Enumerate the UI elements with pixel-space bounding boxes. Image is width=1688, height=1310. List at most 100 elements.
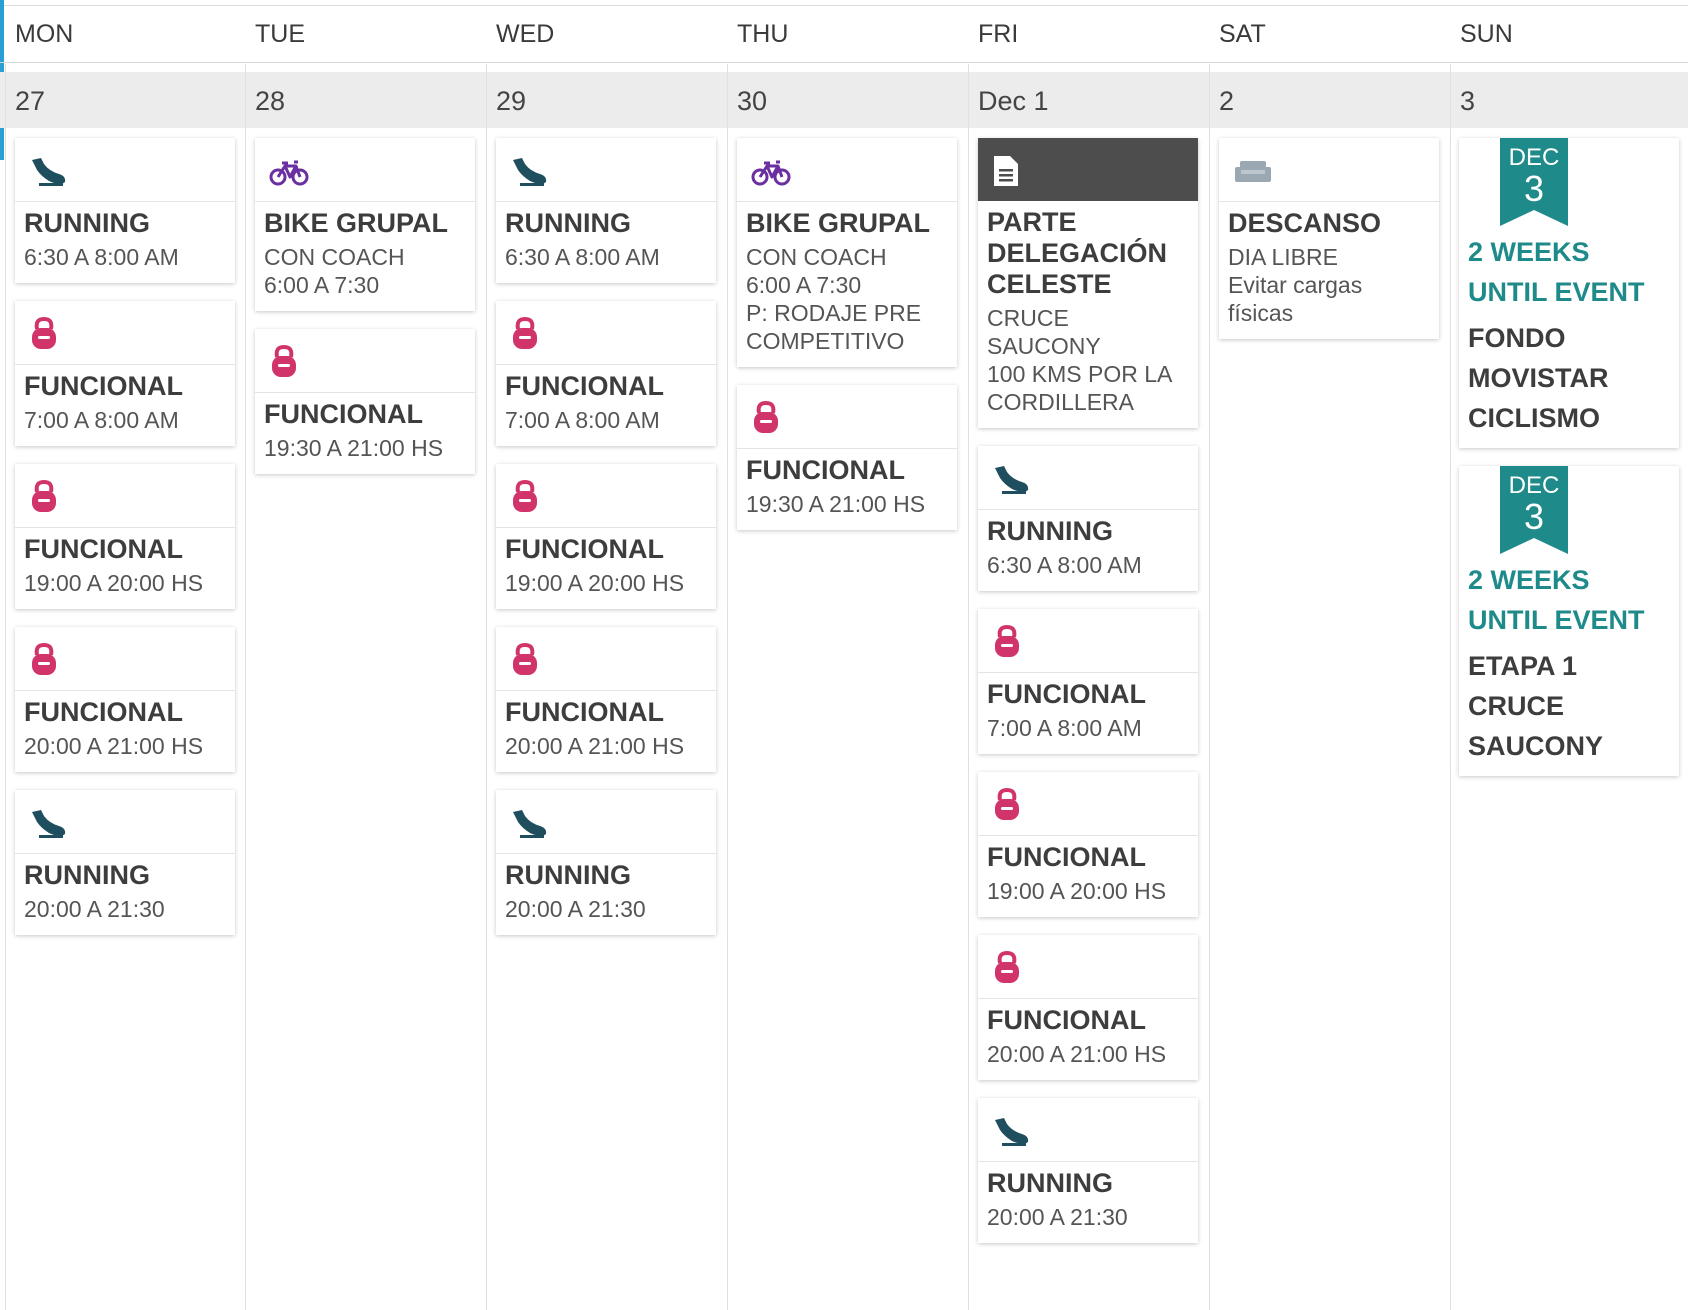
- workout-card[interactable]: RUNNING 6:30 A 8:00 AM: [15, 138, 235, 283]
- workout-title: FUNCIONAL: [505, 697, 664, 727]
- date-label-fri[interactable]: Dec 1: [978, 86, 1049, 116]
- workout-card[interactable]: RUNNING 20:00 A 21:30: [978, 1098, 1198, 1243]
- workout-title: RUNNING: [987, 1168, 1113, 1198]
- workout-card[interactable]: PARTE DELEGACIÓN CELESTE CRUCE SAUCONY 100 …: [978, 138, 1198, 428]
- workout-card-header: [737, 138, 957, 202]
- workout-card-body: RUNNING 20:00 A 21:30: [15, 854, 235, 935]
- event-name: FONDO MOVISTAR CICLISMO: [1468, 323, 1609, 433]
- workout-card[interactable]: RUNNING 6:30 A 8:00 AM: [978, 446, 1198, 591]
- running-shoe-icon: [29, 806, 66, 840]
- date-label-sat[interactable]: 2: [1219, 86, 1235, 116]
- workout-card[interactable]: BIKE GRUPAL CON COACH 6:00 A 7:30: [255, 138, 475, 311]
- workout-card[interactable]: FUNCIONAL 19:00 A 20:00 HS: [15, 464, 235, 609]
- workout-title: RUNNING: [987, 516, 1113, 546]
- workout-card[interactable]: FUNCIONAL 20:00 A 21:00 HS: [978, 935, 1198, 1080]
- event-countdown: 2 WEEKS UNTIL EVENT: [1468, 237, 1645, 307]
- day-column-fri: PARTE DELEGACIÓN CELESTE CRUCE SAUCONY 100 …: [978, 138, 1198, 1261]
- event-month: DEC: [1508, 472, 1560, 499]
- day-column-tue: BIKE GRUPAL CON COACH 6:00 A 7:30 FUNCIONAL…: [255, 138, 475, 492]
- event-card[interactable]: DEC 3 2 WEEKS UNTIL EVENT FONDO MOVISTAR CICLI…: [1459, 138, 1679, 448]
- workout-card-header: [978, 935, 1198, 999]
- date-bar: [0, 72, 1688, 128]
- workout-card-body: FUNCIONAL 19:30 A 21:00 HS: [737, 449, 957, 530]
- workout-card-body: PARTE DELEGACIÓN CELESTE CRUCE SAUCONY 100 …: [978, 201, 1198, 428]
- date-label-sun[interactable]: 3: [1460, 86, 1476, 116]
- workout-title: RUNNING: [505, 208, 631, 238]
- workout-card[interactable]: FUNCIONAL 20:00 A 21:00 HS: [496, 627, 716, 772]
- column-divider: [486, 64, 487, 1310]
- workout-title: FUNCIONAL: [505, 534, 664, 564]
- workout-card-body: RUNNING 20:00 A 21:30: [496, 854, 716, 935]
- day-column-mon: RUNNING 6:30 A 8:00 AM FUNCIONAL 7:00 A 8:0…: [15, 138, 235, 953]
- bike-icon: [269, 158, 309, 192]
- workout-card[interactable]: FUNCIONAL 19:30 A 21:00 HS: [255, 329, 475, 474]
- workout-card-body: FUNCIONAL 7:00 A 8:00 AM: [496, 365, 716, 446]
- workout-detail: 7:00 A 8:00 AM: [987, 715, 1142, 741]
- kettlebell-icon: [992, 950, 1026, 985]
- event-card[interactable]: DEC 3 2 WEEKS UNTIL EVENT ETAPA 1 CRUCE SAUCON…: [1459, 466, 1679, 776]
- workout-card[interactable]: FUNCIONAL 19:00 A 20:00 HS: [978, 772, 1198, 917]
- workout-card[interactable]: RUNNING 6:30 A 8:00 AM: [496, 138, 716, 283]
- day-header-thu: THU: [737, 20, 789, 48]
- workout-card-header: [496, 627, 716, 691]
- workout-card-header: [737, 385, 957, 449]
- workout-card[interactable]: FUNCIONAL 20:00 A 21:00 HS: [15, 627, 235, 772]
- workout-card-body: DESCANSO DIA LIBRE Evitar cargas físicas: [1219, 202, 1439, 339]
- workout-card-header: [496, 464, 716, 528]
- day-header-tue: TUE: [255, 20, 305, 48]
- kettlebell-icon: [751, 400, 785, 435]
- workout-detail: 7:00 A 8:00 AM: [24, 407, 179, 433]
- workout-card-body: FUNCIONAL 19:00 A 20:00 HS: [15, 528, 235, 609]
- column-divider: [727, 64, 728, 1310]
- workout-detail: 100 KMS POR LA: [987, 361, 1173, 387]
- workout-detail: 20:00 A 21:30: [24, 896, 165, 922]
- workout-card[interactable]: DESCANSO DIA LIBRE Evitar cargas físicas: [1219, 138, 1439, 339]
- workout-card-body: FUNCIONAL 7:00 A 8:00 AM: [15, 365, 235, 446]
- workout-title: RUNNING: [505, 860, 631, 890]
- workout-card[interactable]: RUNNING 20:00 A 21:30: [15, 790, 235, 935]
- workout-card-body: FUNCIONAL 20:00 A 21:00 HS: [15, 691, 235, 772]
- workout-detail: 6:00 A 7:30: [746, 272, 862, 298]
- workout-detail: 6:30 A 8:00 AM: [505, 244, 660, 270]
- day-header-sun: SUN: [1460, 20, 1513, 48]
- column-divider: [1450, 64, 1451, 1310]
- top-border: [0, 5, 1688, 6]
- kettlebell-icon: [992, 787, 1026, 822]
- event-date-ribbon: DEC 3: [1500, 466, 1568, 554]
- workout-detail: CON COACH: [746, 244, 887, 270]
- running-shoe-icon: [510, 154, 547, 188]
- workout-card[interactable]: FUNCIONAL 7:00 A 8:00 AM: [496, 301, 716, 446]
- event-name: ETAPA 1 CRUCE SAUCONY: [1468, 651, 1604, 761]
- workout-card-body: RUNNING 6:30 A 8:00 AM: [496, 202, 716, 283]
- workout-card[interactable]: FUNCIONAL 19:00 A 20:00 HS: [496, 464, 716, 609]
- day-header-wed: WED: [496, 20, 555, 48]
- workout-detail: 19:00 A 20:00 HS: [24, 570, 204, 596]
- workout-card[interactable]: FUNCIONAL 7:00 A 8:00 AM: [978, 609, 1198, 754]
- day-header-sat: SAT: [1219, 20, 1266, 48]
- workout-card-body: RUNNING 6:30 A 8:00 AM: [15, 202, 235, 283]
- kettlebell-icon: [992, 624, 1026, 659]
- kettlebell-icon: [269, 344, 303, 379]
- running-shoe-icon: [510, 806, 547, 840]
- workout-card[interactable]: FUNCIONAL 19:30 A 21:00 HS: [737, 385, 957, 530]
- date-label-wed[interactable]: 29: [496, 86, 527, 116]
- running-shoe-icon: [992, 462, 1029, 496]
- kettlebell-icon: [510, 316, 544, 351]
- workout-title: FUNCIONAL: [24, 371, 183, 401]
- workout-detail: 19:00 A 20:00 HS: [987, 878, 1167, 904]
- workout-card[interactable]: BIKE GRUPAL CON COACH 6:00 A 7:30 P: RODAJE…: [737, 138, 957, 367]
- date-label-thu[interactable]: 30: [737, 86, 768, 116]
- workout-detail: CRUCE: [987, 305, 1069, 331]
- running-shoe-icon: [29, 154, 66, 188]
- date-label-mon[interactable]: 27: [15, 86, 46, 116]
- workout-detail: Evitar cargas: [1228, 272, 1363, 298]
- workout-card[interactable]: FUNCIONAL 7:00 A 8:00 AM: [15, 301, 235, 446]
- workout-detail: CORDILLERA: [987, 389, 1134, 415]
- workout-title: DESCANSO: [1228, 208, 1382, 238]
- workout-card[interactable]: RUNNING 20:00 A 21:30: [496, 790, 716, 935]
- kettlebell-icon: [29, 479, 63, 514]
- workout-title: FUNCIONAL: [987, 679, 1146, 709]
- workout-card-body: FUNCIONAL 7:00 A 8:00 AM: [978, 673, 1198, 754]
- date-label-tue[interactable]: 28: [255, 86, 286, 116]
- workout-detail: SAUCONY: [987, 333, 1101, 359]
